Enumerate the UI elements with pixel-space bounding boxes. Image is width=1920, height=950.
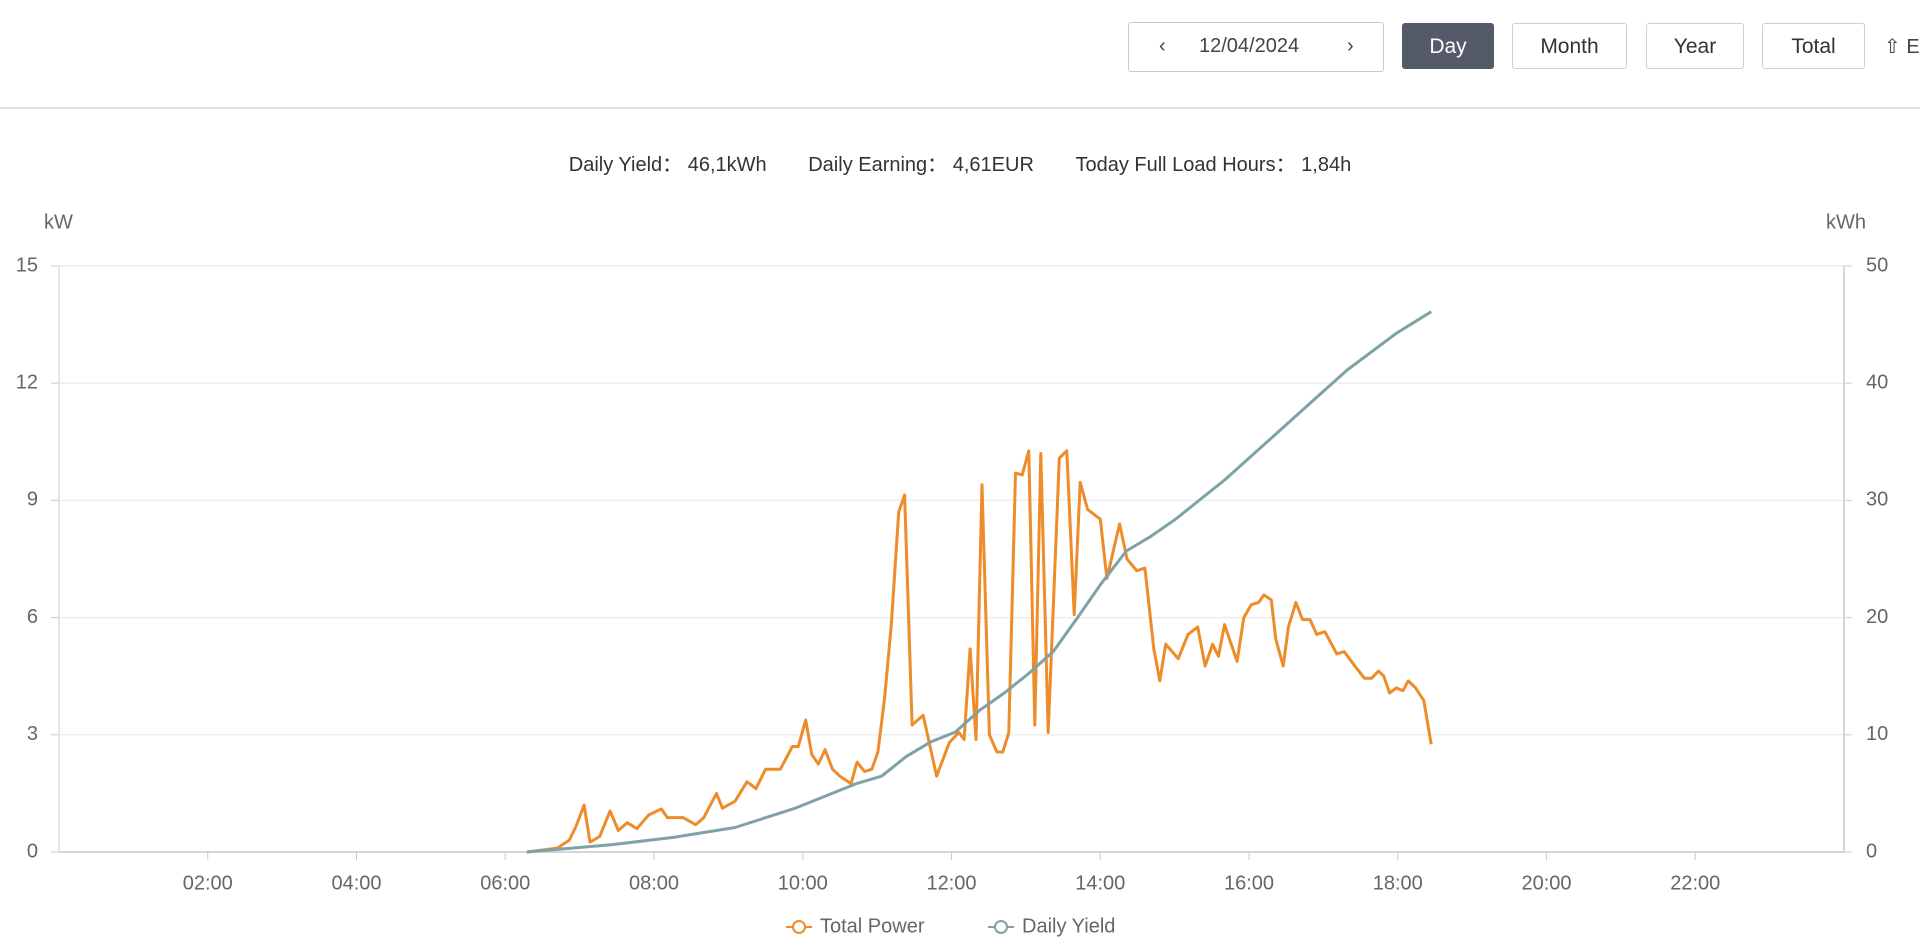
series-line <box>526 310 1432 854</box>
summary-item: Daily Earning： 4,61EUR <box>808 154 1034 176</box>
summary-value: 46,1kWh <box>687 154 767 176</box>
toolbar: ‹ 12/04/2024 › Day Month Year Total ⇧ E <box>0 0 1920 109</box>
y-tick-label: 9 <box>27 489 38 511</box>
date-text[interactable]: 12/04/2024 <box>1199 35 1300 57</box>
day-button[interactable]: Day <box>1402 23 1494 69</box>
x-tick-label: 08:00 <box>629 872 679 894</box>
summary: Daily Yield： 46,1kWh Daily Earning： 4,61… <box>0 148 1920 177</box>
summary-label: Daily Earning： <box>808 154 948 176</box>
y2-tick-label: 20 <box>1866 606 1888 628</box>
x-tick-label: 22:00 <box>1670 872 1720 894</box>
y2-tick-label: 30 <box>1866 489 1888 511</box>
y-axis-label: kW <box>44 211 73 233</box>
x-tick-label: 20:00 <box>1521 872 1571 894</box>
x-tick-label: 12:00 <box>926 872 976 894</box>
x-tick-label: 10:00 <box>778 872 828 894</box>
summary-item: Today Full Load Hours： 1,84h <box>1075 154 1351 176</box>
y2-axis-label: kWh <box>1826 211 1866 233</box>
next-date[interactable]: › <box>1347 35 1354 57</box>
total-button[interactable]: Total <box>1762 23 1865 69</box>
x-tick-label: 18:00 <box>1373 872 1423 894</box>
y-tick-label: 3 <box>27 723 38 745</box>
export-button[interactable]: ⇧ E <box>1884 36 1920 58</box>
y2-tick-label: 10 <box>1866 723 1888 745</box>
export-text[interactable]: E <box>1906 36 1920 58</box>
x-tick-label: 06:00 <box>480 872 530 894</box>
prev-date[interactable]: ‹ <box>1159 35 1166 57</box>
y-tick-label: 6 <box>27 606 38 628</box>
y2-tick-label: 50 <box>1866 254 1888 276</box>
series-line <box>526 449 1433 854</box>
y-tick-label: 0 <box>27 840 38 862</box>
summary-item: Daily Yield： 46,1kWh <box>569 154 767 176</box>
summary-label: Daily Yield： <box>568 154 683 176</box>
summary-value: 1,84h <box>1301 154 1352 176</box>
date-picker: ‹ 12/04/2024 › <box>1128 22 1384 72</box>
y-tick-label: 12 <box>16 371 38 393</box>
legend-marker <box>994 920 1008 934</box>
summary-label: Today Full Load Hours： <box>1075 154 1296 176</box>
legend-label[interactable]: Total Power <box>820 915 925 937</box>
x-tick-label: 02:00 <box>183 872 233 894</box>
year-button[interactable]: Year <box>1646 23 1744 69</box>
summary-value: 4,61EUR <box>952 154 1034 176</box>
legend-label[interactable]: Daily Yield <box>1022 915 1115 937</box>
y-tick-label: 15 <box>16 254 38 276</box>
x-tick-label: 04:00 <box>331 872 381 894</box>
y2-tick-label: 0 <box>1866 840 1877 862</box>
x-tick-label: 14:00 <box>1075 872 1125 894</box>
y2-tick-label: 40 <box>1866 371 1888 393</box>
x-tick-label: 16:00 <box>1224 872 1274 894</box>
legend-marker <box>792 920 806 934</box>
month-button[interactable]: Month <box>1512 23 1627 69</box>
